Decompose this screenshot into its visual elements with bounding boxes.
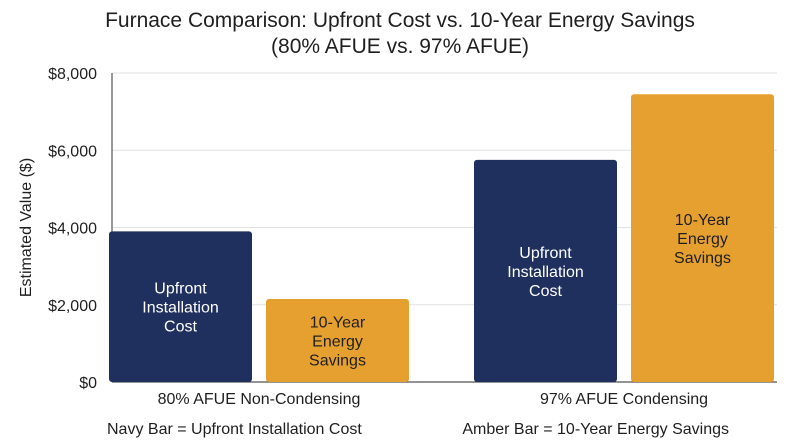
legend-layer: Navy Bar = Upfront Installation Cost Ambe… (107, 421, 729, 438)
bar-layer: Upfront Installation Cost 10-Year Energy Savi… (109, 94, 774, 383)
chart-subtitle: (80% AFUE vs. 97% AFUE) (271, 35, 529, 58)
x-category-label: 97% AFUE Condensing (540, 391, 708, 408)
y-axis-label: Estimated Value ($) (18, 158, 35, 297)
bar-label-line: 10-Year (310, 314, 366, 331)
category-layer: 80% AFUE Non-Condensing 97% AFUE Condensi… (158, 391, 708, 408)
y-tick-label: $2,000 (48, 298, 97, 315)
y-tick-label: $8,000 (48, 66, 97, 83)
bar-label-line: Upfront (519, 245, 572, 262)
bar-energy-savings (266, 298, 409, 382)
bar-label-line: Installation (507, 264, 584, 281)
y-tick-label: $6,000 (48, 143, 97, 160)
bar-label-line: Energy (312, 333, 363, 350)
bar-label-line: Energy (677, 231, 728, 248)
y-tick-label: $0 (79, 375, 97, 392)
bar-label-line: Upfront (154, 281, 207, 298)
bar-upfront-cost (109, 231, 252, 382)
bar-label-line: Savings (309, 352, 366, 369)
bar-label-line: 10-Year (675, 212, 731, 229)
bar-label-line: Installation (142, 300, 219, 317)
y-tick-label: $4,000 (48, 221, 97, 238)
chart-title: Furnace Comparison: Upfront Cost vs. 10-… (105, 9, 695, 32)
bar-energy-savings (631, 94, 774, 383)
bar-label-line: Savings (674, 250, 731, 267)
legend-energy-savings: Amber Bar = 10-Year Energy Savings (462, 421, 729, 438)
legend-upfront-cost: Navy Bar = Upfront Installation Cost (107, 421, 362, 438)
y-tick-layer: $0 $2,000 $4,000 $6,000 $8,000 (48, 66, 97, 392)
bar-upfront-cost (474, 159, 617, 382)
bar-label-line: Cost (164, 319, 197, 336)
bar-label-line: Cost (529, 283, 562, 300)
x-category-label: 80% AFUE Non-Condensing (158, 391, 361, 408)
